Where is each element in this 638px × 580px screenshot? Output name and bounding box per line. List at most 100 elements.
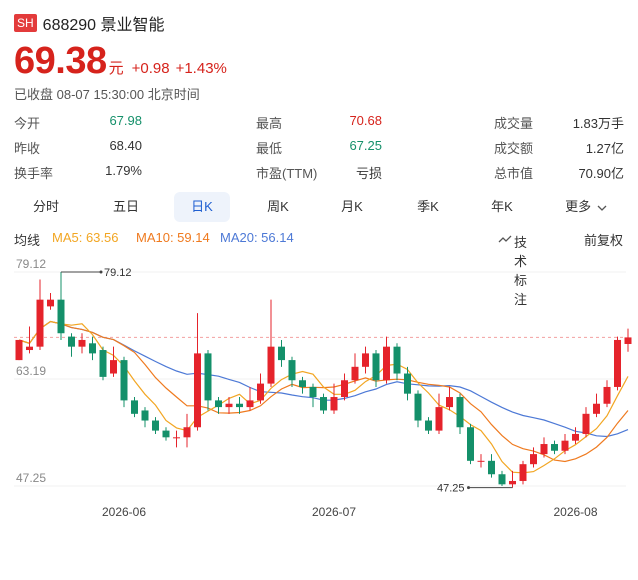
candle-body	[477, 460, 485, 462]
ma-label: 均线	[14, 233, 41, 248]
candle-body	[288, 360, 296, 381]
stat-label: 最高	[256, 116, 283, 131]
market-status: 已收盘 08-07 15:30:00 北京时间	[14, 87, 200, 102]
candle-body	[330, 397, 338, 411]
candle-body	[519, 464, 527, 481]
stats-row: 昨收 68.40 最低 67.25 成交额 1.27亿	[14, 135, 626, 160]
candle-body	[267, 346, 275, 384]
candle-body	[456, 397, 464, 428]
candle-body	[488, 460, 495, 475]
stat-label: 总市值	[494, 166, 534, 181]
candle-body	[225, 403, 233, 408]
stat-value: 68.40	[109, 138, 142, 153]
stats-row: 换手率 1.79% 市盈(TTM) 亏损 总市值 70.90亿	[14, 160, 626, 185]
chevron-down-icon	[597, 205, 607, 211]
candle-body	[36, 299, 44, 347]
candle-body	[603, 386, 611, 404]
candle-body	[498, 474, 506, 485]
exchange-badge: SH	[14, 14, 37, 32]
ma20-value: MA20: 56.14	[220, 230, 294, 245]
candle-body	[246, 400, 254, 408]
header: SH 688290 景业智能	[14, 10, 165, 36]
adjust-button[interactable]: 前复权	[584, 233, 624, 248]
stat-value: 67.98	[109, 113, 142, 128]
stat-label: 换手率	[14, 166, 54, 181]
tab-five-day[interactable]: 五日	[112, 199, 139, 214]
x-tick-label: 2026-06	[102, 505, 146, 519]
candle-body	[15, 339, 23, 361]
ma10-value: MA10: 59.14	[136, 230, 210, 245]
tech-annotation-button[interactable]: 技术标注	[498, 230, 527, 307]
low-annotation: 47.25	[437, 483, 465, 495]
stats-grid: 今开 67.98 最高 70.68 成交量 1.83万手 昨收 68.40 最低…	[14, 110, 626, 185]
price-unit: 元	[108, 60, 124, 77]
stat-value: 70.68	[349, 113, 382, 128]
candle-body	[299, 380, 306, 387]
y-tick-label: 47.25	[16, 471, 46, 485]
ma10-line	[18, 320, 629, 463]
candle-body	[309, 386, 317, 398]
tab-quarterly-k[interactable]: 季K	[417, 199, 439, 214]
candle-body	[215, 400, 222, 408]
stat-label: 今开	[14, 116, 41, 131]
candle-body	[351, 366, 359, 381]
low-marker-dot	[467, 486, 470, 490]
candle-body	[47, 299, 54, 307]
stat-label: 市盈(TTM)	[256, 166, 318, 181]
candle-body	[624, 337, 632, 344]
candle-body	[540, 444, 548, 455]
stat-value: 1.27亿	[585, 141, 624, 156]
tab-yearly-k[interactable]: 年K	[491, 199, 513, 214]
candle-body	[341, 380, 348, 398]
candle-body	[362, 353, 369, 367]
candle-body	[57, 299, 65, 334]
ma5-value: MA5: 63.56	[52, 230, 119, 245]
candle-body	[509, 480, 516, 485]
stat-label: 昨收	[14, 141, 41, 156]
price-change-pct: +1.43%	[175, 60, 227, 77]
tab-daily-k[interactable]: 日K	[174, 192, 230, 222]
high-annotation: 79.12	[104, 267, 132, 279]
candle-body	[593, 403, 600, 414]
candle-body	[383, 346, 390, 381]
tab-more[interactable]: 更多	[554, 192, 618, 222]
candle-body	[152, 420, 159, 431]
stat-label: 最低	[256, 141, 283, 156]
candle-body	[372, 353, 380, 381]
candle-body	[278, 346, 285, 361]
tab-more-label: 更多	[565, 199, 592, 214]
y-tick-label: 63.19	[16, 364, 46, 378]
ma-legend: 均线 MA5: 63.56 MA10: 59.14 MA20: 56.14 技术…	[14, 228, 626, 307]
x-tick-label: 2026-07	[312, 505, 356, 519]
candle-body	[435, 407, 443, 431]
trend-icon	[498, 235, 512, 243]
candle-body	[173, 437, 180, 439]
candle-body	[561, 440, 569, 451]
tab-monthly-k[interactable]: 月K	[341, 199, 363, 214]
tab-weekly-k[interactable]: 周K	[267, 199, 289, 214]
candle-body	[467, 427, 474, 461]
stat-value: 70.90亿	[578, 166, 624, 181]
stock-code-name: 688290 景业智能	[42, 17, 165, 34]
candle-body	[99, 350, 107, 377]
candle-body	[120, 360, 128, 401]
candle-body	[183, 427, 191, 438]
stat-value: 亏损	[355, 166, 382, 181]
candle-body	[194, 353, 201, 428]
high-marker-dot	[99, 270, 103, 274]
period-tabs: 分时 五日 日K 周K 月K 季K 年K 更多	[14, 192, 626, 222]
candle-body	[320, 397, 327, 411]
candle-body	[404, 373, 411, 394]
k-line-chart[interactable]: 79.12 63.19 47.25 79.12 47.25 2026-06 2026-07 2…	[0, 250, 638, 530]
candle-body	[446, 397, 453, 408]
candle-body	[393, 346, 401, 374]
candle-body	[26, 346, 33, 351]
candle-body	[551, 444, 558, 451]
x-tick-label: 2026-08	[553, 505, 597, 519]
candle-body	[414, 393, 422, 421]
candle-body	[89, 343, 96, 354]
stat-value: 1.79%	[105, 163, 142, 178]
current-price: 69.38	[14, 40, 107, 82]
candle-body	[131, 400, 138, 414]
tab-intraday[interactable]: 分时	[32, 199, 59, 214]
